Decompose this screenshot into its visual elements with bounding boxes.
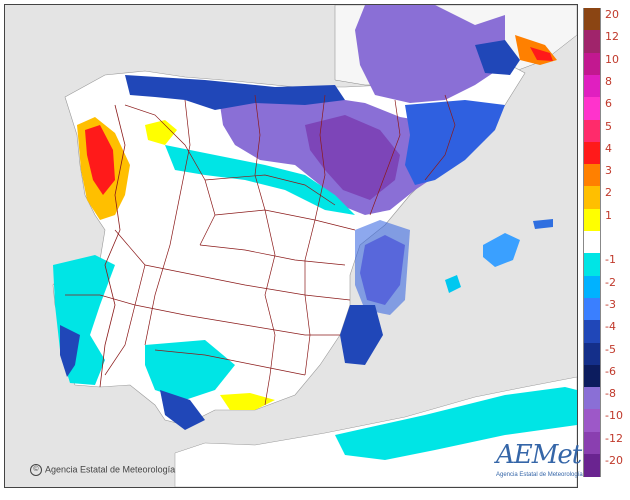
legend-label: 10: [605, 52, 619, 66]
legend-label: -2: [605, 275, 616, 289]
legend-swatch: [583, 164, 601, 187]
copyright-text: Agencia Estatal de Meteorología: [45, 464, 176, 475]
anomaly-blue-cadiz: [160, 390, 205, 430]
legend-swatch: [583, 119, 601, 143]
legend-label: 1: [605, 208, 612, 222]
portugal-border: [99, 104, 126, 388]
logo-wordmark: AEMet: [496, 440, 582, 470]
legend-swatch: [583, 74, 601, 98]
anomaly-yellow-asturias: [145, 120, 177, 145]
legend-swatch: [583, 409, 601, 433]
legend-swatch: [583, 186, 601, 210]
anomaly-yellow-malaga: [220, 393, 275, 410]
legend-label: -5: [605, 342, 616, 356]
anomaly-warm-roussillon-core: [530, 47, 553, 61]
legend-swatch: [583, 364, 601, 388]
anomaly-blue-portugal-coast: [60, 325, 80, 377]
temperature-anomaly-map: [5, 5, 577, 487]
legend-swatch: [583, 275, 601, 299]
legend-swatch: [583, 8, 601, 31]
legend-label: -20: [605, 454, 623, 467]
aemet-logo: AEMet Agencia Estatal de Meteorología: [496, 440, 583, 486]
legend-swatch: [583, 387, 601, 410]
anomaly-band-blue-north: [125, 75, 345, 110]
ibiza: [445, 275, 461, 293]
anomaly-deep-cold-ebro: [305, 115, 400, 200]
legend-swatch: [583, 231, 601, 254]
legend-label: 2: [605, 186, 612, 200]
legend-label: -4: [605, 320, 616, 334]
copyright-icon: ©: [30, 464, 42, 476]
province-boundaries: [65, 94, 456, 406]
legend-label: 4: [605, 141, 612, 155]
legend-label: 5: [605, 119, 612, 133]
anomaly-blue-valencia-coast: [355, 220, 410, 315]
anomaly-blue-murcia: [340, 305, 383, 365]
legend-label: 12: [605, 30, 619, 44]
legend-swatch: [583, 297, 601, 321]
legend-swatch: [583, 320, 601, 343]
mallorca: [483, 233, 520, 267]
copyright-notice: © Agencia Estatal de Meteorología: [30, 464, 175, 476]
anomaly-cold-pyrenees: [355, 5, 505, 103]
logo-tagline: Agencia Estatal de Meteorología: [496, 472, 583, 478]
legend-swatch: [583, 342, 601, 366]
legend-swatch: [583, 431, 601, 455]
legend-swatch: [583, 253, 601, 277]
anomaly-blue-gulf-lion: [475, 40, 520, 75]
legend-label: 8: [605, 74, 612, 88]
legend-swatch: [583, 97, 601, 120]
legend-swatch: [583, 454, 601, 477]
legend-label: -8: [605, 387, 616, 401]
anomaly-band-cyan-north: [165, 145, 355, 215]
anomaly-blue-catalonia: [405, 100, 505, 185]
legend-label: -3: [605, 297, 616, 311]
legend-label: -10: [605, 409, 623, 423]
legend-swatch: [583, 208, 601, 232]
legend-label: -12: [605, 431, 623, 445]
legend-swatch: [583, 141, 601, 165]
legend-label: 6: [605, 97, 612, 111]
legend-swatch: [583, 30, 601, 54]
anomaly-cyan-andalusia: [145, 340, 235, 400]
color-legend: 20 12 10 8 6 5 4 3 2 1 -1 -2 -3 -4 -5 -6 -8 -10 -12 -20: [583, 8, 630, 478]
legend-label: -6: [605, 364, 616, 378]
legend-label: 3: [605, 164, 612, 178]
map-panel: [4, 4, 578, 488]
legend-label: 20: [605, 8, 619, 21]
legend-swatch: [583, 52, 601, 76]
anomaly-hot-galicia: [85, 125, 115, 195]
legend-label: -1: [605, 253, 616, 267]
menorca: [533, 219, 553, 229]
anomaly-cyan-north-africa: [335, 387, 577, 460]
